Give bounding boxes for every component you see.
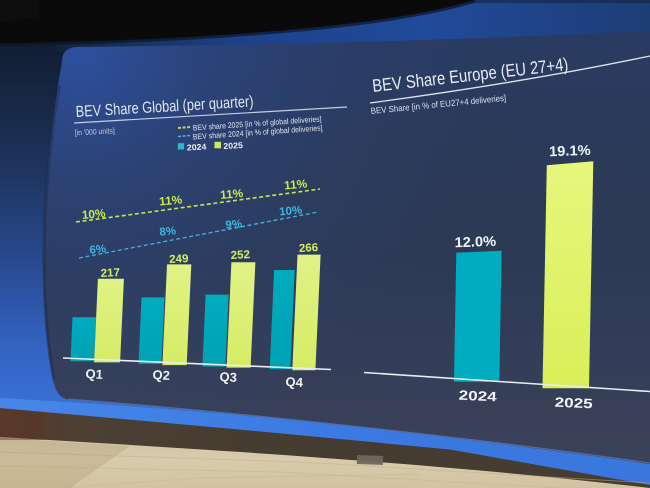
svg-text:2024: 2024 (187, 141, 207, 152)
svg-text:266: 266 (299, 242, 319, 255)
svg-text:2025: 2025 (223, 140, 243, 151)
svg-text:Q4: Q4 (285, 374, 304, 390)
svg-text:217: 217 (100, 267, 120, 280)
svg-text:11%: 11% (220, 186, 245, 202)
svg-text:9%: 9% (225, 218, 243, 231)
svg-text:2024: 2024 (458, 388, 497, 405)
svg-text:249: 249 (169, 253, 189, 266)
svg-text:11%: 11% (159, 192, 184, 208)
svg-text:11%: 11% (284, 176, 309, 192)
svg-text:Q3: Q3 (219, 369, 237, 385)
svg-text:8%: 8% (159, 225, 177, 238)
svg-text:10%: 10% (81, 206, 106, 222)
svg-text:Q2: Q2 (152, 367, 170, 383)
svg-text:12.0%: 12.0% (454, 234, 496, 251)
svg-text:10%: 10% (279, 205, 303, 219)
svg-text:252: 252 (230, 249, 250, 262)
svg-text:[in '000 units]: [in '000 units] (75, 126, 115, 137)
svg-text:2025: 2025 (554, 395, 593, 412)
svg-text:6%: 6% (89, 243, 107, 256)
svg-text:19.1%: 19.1% (549, 143, 591, 160)
svg-text:Q1: Q1 (85, 366, 103, 382)
